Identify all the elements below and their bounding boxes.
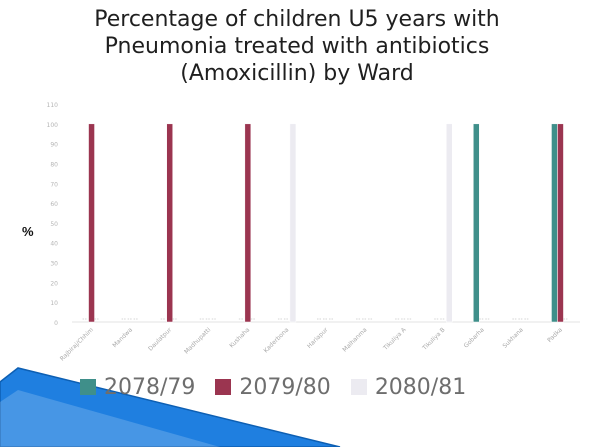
bar-2079-80-13 [557,123,564,323]
bar-2080-81-6 [289,123,297,323]
y-tick-label: 110 [47,102,59,109]
y-tick-label: 10 [50,300,58,307]
legend-item-2079-80: 2079/80 [215,374,331,400]
bar-2080-81-10 [445,123,453,323]
y-axis-label: % [22,224,34,239]
x-tick-label: Malhanma [341,326,368,353]
bar-2078-79-11 [473,123,480,323]
legend-label: 2079/80 [239,374,331,400]
legend-label: 2080/81 [374,374,467,400]
y-tick-label: 30 [50,261,58,268]
chart-title-line-1: Percentage of children U5 years with [94,7,500,32]
bar-2079-80-3 [166,123,173,323]
y-tick-label: 0 [54,320,58,327]
y-tick-label: 90 [50,142,58,149]
legend-swatch [215,379,232,395]
y-tick-label: 50 [50,221,58,228]
x-tick-label: Daulatpur [147,326,173,352]
chart-title-line-3: (Amoxicillin) by Ward [180,61,414,86]
x-tick-label: Hariapur [306,326,330,350]
x-tick-label: Sukhana [501,326,525,350]
x-tick-label: Rajbiraj/Chhim [59,326,95,362]
y-tick-label: 60 [50,201,58,208]
chart-title: Percentage of children U5 years with Pne… [0,6,594,87]
bar-2079-80-1 [88,123,95,323]
x-tick-label: Tikuliya B [421,326,447,352]
bar-2079-80-5 [244,123,252,323]
y-tick-label: 70 [50,181,58,188]
x-tick-label: Gobarha [463,326,486,349]
legend-swatch [80,379,96,395]
y-tick-label: 20 [50,280,58,287]
y-tick-label: 80 [50,161,58,168]
legend-item-2078-79: 2078/79 [80,375,195,400]
legend-label: 2078/79 [104,374,196,400]
legend-swatch [350,379,367,395]
legend: 2078/79 2079/80 2080/81 [80,370,466,404]
y-tick-label: 40 [50,241,58,248]
x-tick-label: Kushaha [228,326,251,349]
y-tick-label: 100 [47,122,59,129]
chart-title-line-2: Pneumonia treated with antibiotics [104,34,490,59]
legend-item-2080-81: 2080/81 [350,374,467,400]
x-tick-label: Padka [546,326,564,344]
x-tick-label: Tikuliya A [382,326,409,353]
bar-2078-79-13 [551,123,558,323]
x-tick-label: Madhupatti [183,326,212,355]
x-tick-label: Kaderbona [262,326,290,354]
x-tick-label: Mandwa [111,326,134,349]
